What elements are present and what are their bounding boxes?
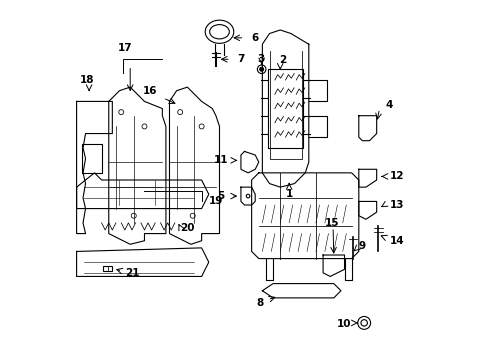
Text: 14: 14 xyxy=(389,236,404,246)
Text: 9: 9 xyxy=(357,241,365,251)
Text: 11: 11 xyxy=(213,156,228,165)
Text: 19: 19 xyxy=(208,197,223,206)
Text: 20: 20 xyxy=(180,223,194,233)
Text: 17: 17 xyxy=(117,43,132,53)
Text: 3: 3 xyxy=(256,54,264,64)
Text: 4: 4 xyxy=(385,100,392,110)
Text: 13: 13 xyxy=(389,200,404,210)
Text: 8: 8 xyxy=(256,298,263,308)
Text: 16: 16 xyxy=(142,86,157,96)
Text: 6: 6 xyxy=(251,33,258,43)
Text: 12: 12 xyxy=(389,171,404,181)
Text: 10: 10 xyxy=(337,319,351,329)
Text: 21: 21 xyxy=(124,268,139,278)
Text: 2: 2 xyxy=(279,55,286,65)
Text: 7: 7 xyxy=(237,54,244,64)
Text: 5: 5 xyxy=(217,191,224,201)
Text: 15: 15 xyxy=(324,218,339,228)
Text: 18: 18 xyxy=(80,75,94,85)
Text: 1: 1 xyxy=(285,189,292,199)
Circle shape xyxy=(259,67,263,71)
Bar xyxy=(103,266,112,271)
